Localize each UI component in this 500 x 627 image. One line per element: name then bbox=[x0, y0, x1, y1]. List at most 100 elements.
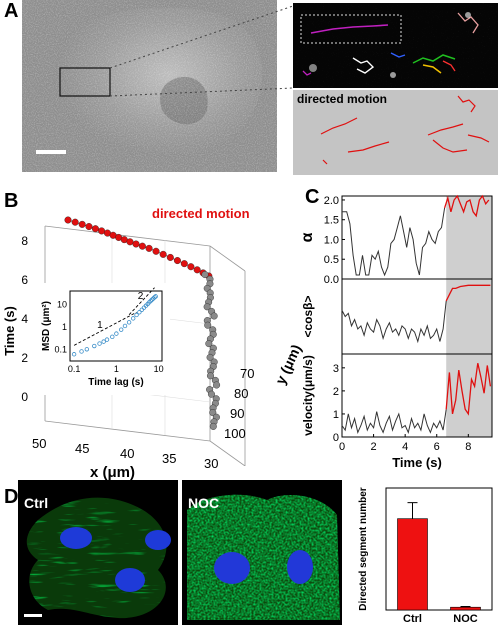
y-tick: 90 bbox=[230, 406, 245, 421]
msd-point bbox=[84, 347, 90, 352]
x-tick: 30 bbox=[204, 456, 219, 471]
noc-fluorescence-image: NOC bbox=[182, 480, 342, 625]
inset-x-tick: 10 bbox=[154, 364, 164, 374]
slope-label: 2 bbox=[138, 291, 144, 302]
c-y-tick: 2.0 bbox=[324, 195, 339, 207]
x-tick: 35 bbox=[162, 451, 177, 466]
trajectory-point bbox=[166, 253, 174, 261]
c-series-line-directed bbox=[443, 194, 490, 218]
c-y-tick: 1.0 bbox=[324, 234, 339, 246]
trajectory-point bbox=[187, 263, 195, 271]
c-x-tick: 8 bbox=[465, 441, 471, 453]
zoom-box bbox=[59, 67, 111, 97]
msd-point bbox=[126, 320, 132, 325]
z-tick: 6 bbox=[21, 273, 28, 287]
x-tick: 40 bbox=[120, 446, 135, 461]
c-x-tick: 6 bbox=[434, 441, 440, 453]
trajectory-point bbox=[173, 257, 181, 265]
msd-point bbox=[134, 312, 139, 318]
c-y-tick: 2 bbox=[333, 386, 339, 398]
z-tick: 4 bbox=[21, 312, 28, 326]
inset-y-tick: 0.1 bbox=[54, 344, 67, 354]
b-xy-axes: 50 45 40 35 30 x (μm) bbox=[20, 436, 290, 486]
x-axis-label: x (μm) bbox=[90, 464, 136, 481]
scale-bar bbox=[24, 614, 42, 617]
msd-point bbox=[149, 297, 155, 302]
c-y-label: α bbox=[299, 232, 316, 242]
d-category-label: Ctrl bbox=[403, 613, 422, 625]
trajectory-overlay-image bbox=[293, 3, 498, 88]
d-y-label: Directed segment number bbox=[358, 487, 369, 610]
msd-point bbox=[79, 349, 84, 354]
c-y-tick: 3 bbox=[333, 363, 339, 375]
c-y-tick: 1 bbox=[333, 409, 339, 421]
zoom-connector-lines bbox=[109, 5, 294, 97]
slope-1-line bbox=[73, 311, 137, 346]
trajectory-point bbox=[132, 240, 140, 248]
z-axis-label: Time (s) bbox=[2, 306, 17, 356]
trajectory-point bbox=[207, 390, 215, 398]
trajectory-point bbox=[209, 409, 217, 417]
inset-x-tick: 1 bbox=[114, 364, 119, 374]
c-y-label: velocity(μm/s) bbox=[301, 355, 315, 436]
trajectory-point bbox=[91, 225, 99, 233]
c-timeseries-charts: 0.0 0.5 1.0 1.5 2.0 α <cosβ> 0 1 2 3 velocity(μm/s)… bbox=[299, 194, 493, 470]
ctrl-label: Ctrl bbox=[24, 495, 48, 511]
noc-label: NOC bbox=[188, 495, 219, 511]
inset-x-tick: 0.1 bbox=[68, 364, 81, 374]
trajectory-point bbox=[201, 271, 209, 279]
msd-point bbox=[122, 323, 128, 329]
scale-bar bbox=[36, 150, 66, 154]
trajectory-point bbox=[145, 244, 153, 252]
msd-point bbox=[152, 295, 157, 300]
x-tick: 50 bbox=[32, 436, 47, 451]
c-series-line-directed bbox=[445, 363, 492, 416]
panel-letter-b: B bbox=[4, 190, 19, 212]
b-y-axis: 70 80 90 100 y (μm) bbox=[224, 342, 304, 462]
trajectory-point bbox=[210, 312, 218, 320]
trajectory-point bbox=[209, 422, 217, 430]
trajectory-point bbox=[193, 266, 201, 274]
trajectory-point bbox=[126, 238, 134, 246]
d-category-label: NOC bbox=[453, 613, 478, 625]
c-x-tick: 4 bbox=[402, 441, 408, 453]
y-tick: 70 bbox=[240, 366, 255, 381]
y-tick: 80 bbox=[234, 386, 249, 401]
msd-point bbox=[118, 327, 124, 332]
msd-point bbox=[71, 352, 77, 357]
inset-frame bbox=[69, 290, 163, 362]
c-y-tick: 0.5 bbox=[324, 254, 339, 266]
trajectory-point bbox=[98, 227, 106, 235]
trajectory-point bbox=[85, 223, 93, 231]
c-series-line bbox=[341, 409, 447, 434]
directed-motion-annotation: directed motion bbox=[152, 206, 250, 221]
trajectory-point bbox=[213, 381, 221, 389]
ctrl-fluorescence-image: Ctrl bbox=[18, 480, 178, 625]
inset-y-tick: 10 bbox=[57, 299, 67, 309]
c-series-line-directed bbox=[445, 284, 491, 302]
trajectory-point bbox=[203, 303, 211, 311]
c-x-tick: 0 bbox=[339, 441, 345, 453]
bar bbox=[450, 606, 481, 611]
directed-phase-shade bbox=[446, 196, 492, 279]
c-plot-frame bbox=[341, 353, 493, 438]
cell-brightfield-image bbox=[22, 0, 277, 172]
c-y-tick: 1.5 bbox=[324, 215, 339, 227]
msd-point bbox=[137, 310, 142, 315]
inset-y-label: MSD (μm²) bbox=[41, 301, 52, 351]
trajectory-point bbox=[78, 220, 86, 228]
msd-point bbox=[153, 294, 158, 299]
trajectory-point bbox=[206, 353, 214, 361]
c-y-tick: 0 bbox=[333, 432, 339, 444]
d-plot-frame bbox=[385, 487, 493, 611]
trajectory-point bbox=[159, 250, 167, 258]
trajectory-point bbox=[152, 247, 160, 255]
inset-y-tick: 1 bbox=[62, 322, 67, 332]
msd-point bbox=[130, 316, 136, 321]
z-tick: 0 bbox=[21, 390, 28, 404]
msd-point bbox=[92, 343, 97, 349]
c-y-tick: 0.0 bbox=[324, 274, 339, 286]
c-y-label: <cosβ> bbox=[301, 295, 315, 337]
inset-x-label: Time lag (s) bbox=[88, 377, 143, 388]
panel-letter-d: D bbox=[4, 486, 19, 508]
